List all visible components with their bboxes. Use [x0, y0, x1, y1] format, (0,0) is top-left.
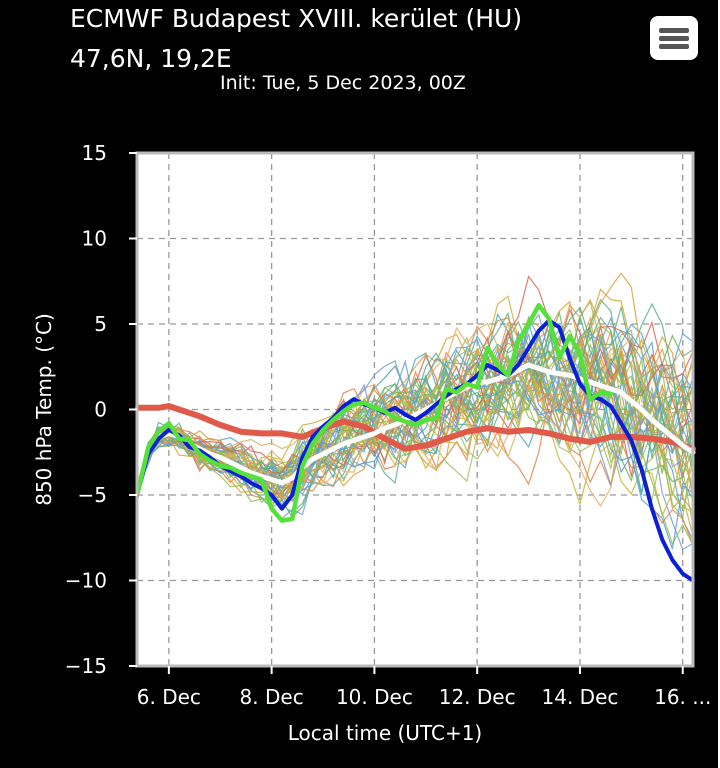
x-tick-label: 6. Dec [137, 685, 201, 709]
y-tick-label: −5 [78, 483, 107, 507]
y-axis-label: 850 hPa Temp. (°C) [32, 313, 56, 506]
x-tick-label: 8. Dec [240, 685, 304, 709]
x-axis-label: Local time (UTC+1) [288, 721, 482, 745]
axis-ticks: −15 −10 −5 0 5 10 15 6. Dec 8. Dec 10. Dec 12. Dec… [65, 141, 712, 709]
location-coordinates: 47,6N, 19,2E [70, 44, 232, 73]
y-tick-label: 5 [94, 312, 107, 336]
ensemble-member-line [137, 349, 694, 550]
x-tick-label: 12. Dec [439, 685, 516, 709]
x-tick-label: 14. Dec [542, 685, 619, 709]
ensemble-member-line [137, 298, 694, 519]
x-tick-label: 10. Dec [336, 685, 413, 709]
control-run-line [136, 318, 695, 583]
y-tick-label: −15 [65, 654, 107, 678]
x-tick-label: 16. ... [654, 685, 711, 709]
y-tick-label: 15 [82, 141, 107, 165]
operational-run-line [135, 302, 614, 523]
ensemble-member-line [137, 272, 694, 498]
init-time-subtitle: Init: Tue, 5 Dec 2023, 00Z [220, 72, 466, 94]
y-tick-label: 10 [82, 227, 107, 251]
ensemble-member-line [137, 360, 694, 520]
ensemble-member-line [137, 336, 694, 492]
y-tick-label: −10 [65, 569, 107, 593]
menu-button[interactable] [650, 16, 698, 60]
chart-title: ECMWF Budapest XVIII. kerület (HU) [70, 4, 523, 33]
climatology-line [135, 403, 696, 452]
y-tick-label: 0 [94, 398, 107, 422]
ensemble-mean-line [135, 362, 696, 495]
highlighted-series [135, 302, 696, 583]
